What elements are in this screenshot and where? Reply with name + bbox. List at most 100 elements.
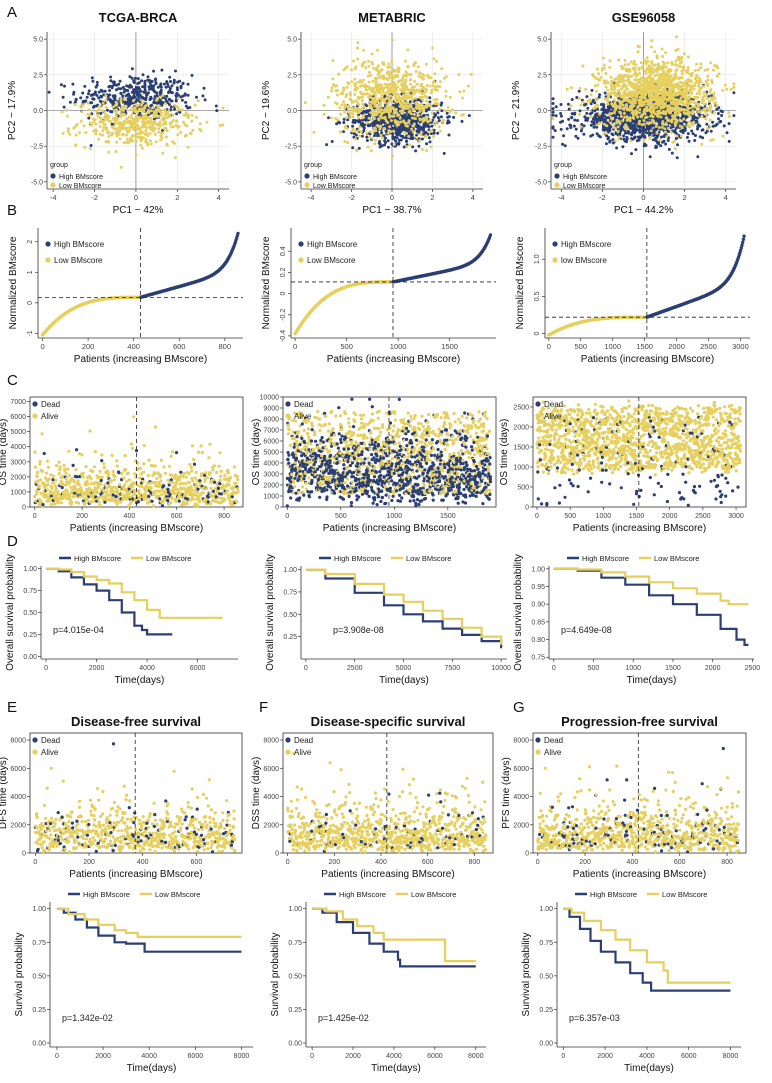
pca-point bbox=[407, 132, 411, 136]
pca-point bbox=[447, 115, 451, 119]
pca-point bbox=[148, 139, 152, 143]
pca-point bbox=[682, 111, 686, 115]
pca-point bbox=[156, 115, 160, 119]
legend-high-marker bbox=[50, 173, 56, 179]
pca-point bbox=[650, 99, 654, 103]
pca-point bbox=[700, 142, 704, 146]
pca-point bbox=[708, 89, 712, 93]
pca-point bbox=[65, 108, 68, 112]
pca-point bbox=[706, 84, 710, 88]
pca-point bbox=[446, 106, 450, 109]
pca-point bbox=[360, 64, 364, 68]
pca-point bbox=[400, 96, 404, 100]
pca-point bbox=[165, 99, 169, 103]
pca-point bbox=[567, 107, 571, 111]
pca-point bbox=[403, 113, 407, 117]
pca-point bbox=[157, 104, 161, 108]
pca-point bbox=[638, 81, 642, 85]
pca-point bbox=[362, 126, 366, 129]
pca-point bbox=[144, 96, 148, 100]
pca-point bbox=[420, 148, 424, 151]
pca-point bbox=[385, 76, 388, 80]
pca-point bbox=[401, 100, 405, 104]
pca-point bbox=[669, 130, 673, 134]
pca-point bbox=[669, 95, 673, 99]
pca-point bbox=[698, 135, 702, 139]
x-tick-label: 800 bbox=[219, 342, 232, 351]
pca-point bbox=[100, 95, 103, 99]
pca-point bbox=[630, 152, 633, 156]
pca-point bbox=[149, 109, 153, 113]
pca-point bbox=[72, 90, 76, 94]
pca-point bbox=[98, 125, 102, 128]
pca-point bbox=[165, 94, 169, 98]
pca-point bbox=[624, 131, 627, 135]
pca-point bbox=[400, 111, 404, 115]
pca-point bbox=[403, 59, 407, 63]
pca-point bbox=[691, 132, 695, 136]
pca-point bbox=[344, 104, 348, 108]
pca-point bbox=[626, 69, 630, 73]
pca-point bbox=[196, 99, 200, 103]
pca-point bbox=[383, 127, 387, 131]
pca-point bbox=[703, 102, 706, 106]
pca-point bbox=[386, 131, 390, 135]
pca-point bbox=[141, 131, 145, 135]
pca-point bbox=[357, 120, 361, 124]
chart-title: TCGA-BRCA bbox=[99, 10, 178, 25]
pca-point bbox=[718, 120, 722, 124]
pca-point bbox=[645, 115, 649, 119]
pca-point bbox=[654, 89, 658, 93]
pca-point bbox=[458, 90, 462, 94]
pca-point bbox=[142, 136, 145, 140]
pca-point bbox=[682, 122, 686, 126]
pca-point bbox=[370, 52, 374, 56]
pca-point bbox=[392, 114, 396, 118]
pca-point bbox=[171, 119, 175, 122]
pca-point bbox=[617, 99, 621, 103]
pca-point bbox=[133, 134, 137, 138]
pca-point bbox=[608, 59, 612, 63]
pca-point bbox=[345, 127, 349, 130]
pca-point bbox=[106, 140, 110, 144]
pca-point bbox=[711, 120, 715, 124]
x-tick-label: -2 bbox=[91, 193, 98, 202]
pca-point bbox=[130, 76, 134, 80]
pca-point bbox=[362, 48, 366, 52]
pca-point bbox=[148, 132, 152, 135]
pca-point bbox=[684, 69, 688, 73]
pca-point bbox=[415, 133, 419, 137]
pca-point bbox=[673, 129, 677, 133]
pca-point bbox=[351, 146, 355, 150]
pca-point bbox=[87, 92, 90, 96]
pca-point bbox=[665, 90, 669, 94]
pca-point bbox=[342, 86, 346, 90]
pca-point bbox=[168, 113, 171, 117]
pca-point bbox=[585, 111, 589, 115]
pca-point bbox=[369, 111, 373, 115]
pca-point bbox=[380, 87, 384, 91]
pca-point bbox=[604, 71, 608, 75]
pca-point bbox=[654, 139, 658, 143]
pca-point bbox=[164, 135, 168, 139]
pca-point bbox=[343, 140, 347, 144]
pca-point bbox=[130, 101, 134, 105]
pca-point bbox=[617, 78, 621, 82]
pca-point bbox=[186, 82, 190, 86]
pca-point bbox=[94, 132, 98, 136]
pca-point bbox=[635, 139, 639, 143]
pca-point bbox=[87, 89, 91, 93]
pca-point bbox=[681, 103, 685, 107]
pca-point bbox=[380, 97, 384, 101]
pca-point bbox=[679, 134, 683, 138]
pca-point bbox=[642, 138, 646, 142]
pca-point bbox=[146, 119, 150, 123]
pca-point bbox=[135, 98, 139, 102]
pca-point bbox=[74, 143, 77, 147]
pca-point bbox=[363, 92, 367, 96]
pca-point bbox=[421, 98, 425, 102]
pca-point bbox=[590, 111, 594, 115]
pca-point bbox=[600, 108, 604, 111]
pca-point bbox=[700, 128, 704, 132]
pca-point bbox=[667, 69, 671, 73]
